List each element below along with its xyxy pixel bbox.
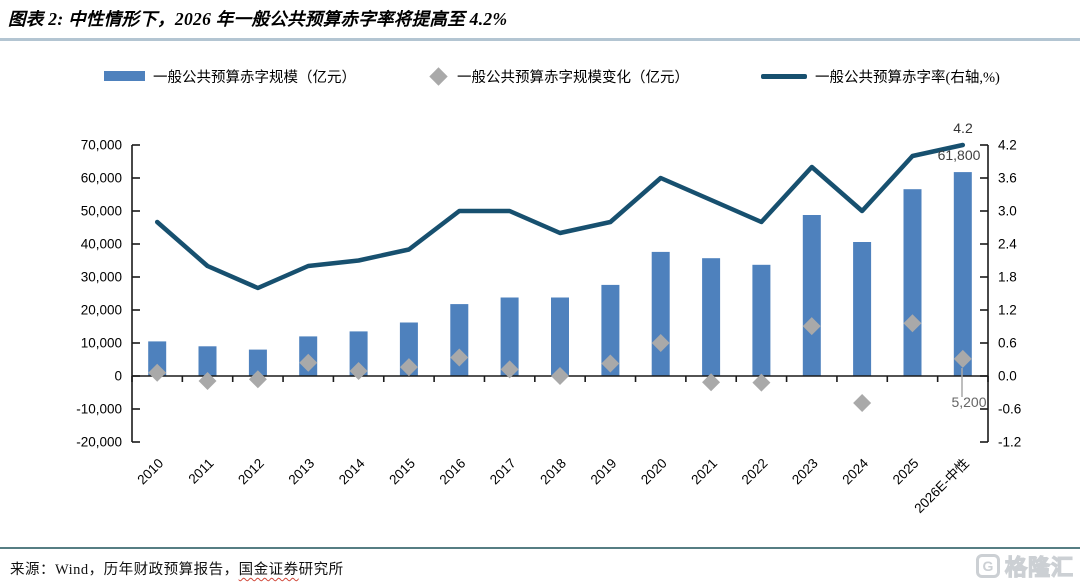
diamond-marker (651, 334, 670, 352)
x-axis-category-label: 2026E-中性 (911, 456, 971, 516)
right-axis-tick-label: 1.2 (998, 303, 1017, 318)
x-axis-category-label: 2025 (890, 456, 922, 488)
diamond-marker (601, 354, 620, 373)
legend-label: 一般公共预算赤字规模（亿元） (153, 69, 356, 86)
left-axis-tick-label: 30,000 (81, 270, 122, 285)
bar (651, 251, 670, 376)
x-axis-category-label: 2019 (588, 456, 620, 488)
line-swatch-icon (761, 73, 807, 79)
annotations: 4.2 61,800 5,200 (938, 120, 987, 410)
bar-swatch-icon (104, 71, 145, 81)
bar (551, 297, 569, 376)
left-axis-tick-label: 50,000 (81, 204, 122, 219)
data-label: 5,200 (951, 394, 986, 410)
diamond-marker (349, 362, 368, 381)
right-axis-tick-label: 4.2 (998, 138, 1017, 153)
bar (752, 264, 771, 376)
deficit-ratio-line (154, 142, 966, 291)
diamond-marker (551, 367, 569, 385)
x-axis-category-label: 2015 (386, 456, 418, 488)
diamond-marker (702, 373, 721, 392)
x-axis-category-label: 2012 (235, 456, 267, 488)
diamond-marker (450, 348, 469, 367)
x-axis-category-label: 2021 (688, 456, 720, 488)
left-axis-tick-label: 60,000 (81, 171, 122, 186)
left-axis-tick-label: 20,000 (81, 303, 122, 318)
bar-series (148, 172, 972, 376)
right-axis-tick-label: 3.0 (998, 204, 1017, 219)
footer-divider (0, 547, 1080, 549)
diamond-marker (248, 370, 267, 389)
right-axis-tick-label: 0.6 (998, 336, 1017, 351)
x-axis-category-label: 2011 (186, 456, 217, 487)
right-axis-tick-label: 3.6 (998, 171, 1017, 186)
x-axis-category-label: 2016 (437, 456, 469, 488)
data-label: 61,800 (938, 147, 981, 163)
bar (601, 284, 620, 376)
diamond-marker (953, 349, 972, 368)
page-title: 图表 2: 中性情形下，2026 年一般公共预算赤字率将提高至 4.2% (8, 9, 508, 29)
bar (248, 349, 267, 376)
legend-item-deficit-ratio: 一般公共预算赤字率(右轴,%) (761, 65, 1000, 87)
change-diamond-series (148, 314, 972, 413)
diamond-marker (903, 314, 922, 333)
left-axis-tick-label: -20,000 (76, 435, 122, 450)
bar (198, 346, 217, 376)
legend-item-deficit-change: 一般公共预算赤字规模变化（亿元） (428, 65, 689, 87)
bar (953, 172, 972, 376)
diamond-marker (802, 317, 821, 336)
watermark-text: 格隆汇 (1004, 554, 1074, 580)
x-axis-category-label: 2014 (336, 455, 368, 487)
legend-label: 一般公共预算赤字规模变化（亿元） (457, 69, 689, 86)
right-axis-tick-label: 0.0 (998, 369, 1017, 384)
spellcheck-underline: 国金证券 (238, 562, 299, 578)
bar (802, 215, 821, 376)
x-axis-category-label: 2017 (487, 456, 519, 488)
right-axis-tick-label: -1.2 (998, 435, 1021, 450)
diamond-marker (853, 394, 872, 413)
right-axis-tick-label: -0.6 (998, 402, 1021, 417)
diamond-marker (399, 358, 418, 377)
x-axis-category-label: 2020 (638, 456, 670, 488)
title-divider (0, 38, 1080, 41)
right-axis-tick-label: 2.4 (998, 237, 1017, 252)
left-axis-tick-label: -10,000 (76, 402, 122, 417)
diamond-marker (299, 353, 318, 372)
x-axis-category-label: 2022 (739, 456, 771, 488)
x-axis-category-label: 2023 (789, 456, 821, 488)
source-text: 来源：Wind，历年财政预算报告，国金证券研究所 (10, 562, 344, 578)
gelonghui-watermark: G 格隆汇 (975, 550, 1074, 582)
left-axis-tick-label: 40,000 (81, 237, 122, 252)
left-axis-tick-label: 70,000 (81, 138, 122, 153)
x-axis-category-label: 2010 (134, 456, 166, 488)
left-axis-tick-label: 0 (114, 369, 122, 384)
bar (349, 331, 368, 376)
right-axis-tick-label: 1.8 (998, 270, 1017, 285)
gelonghui-logo-icon: G (975, 554, 1000, 578)
bar (702, 258, 721, 376)
bar (853, 242, 872, 376)
bar (148, 341, 167, 376)
legend-item-deficit-scale: 一般公共预算赤字规模（亿元） (104, 65, 356, 87)
diamond-marker (500, 360, 519, 379)
diamond-marker (148, 363, 167, 382)
left-axis-tick-label: 10,000 (81, 336, 122, 351)
legend-label: 一般公共预算赤字率(右轴,%) (815, 69, 1000, 86)
x-axis-category-label: 2018 (537, 456, 569, 488)
diamond-marker (198, 371, 217, 390)
diamond-marker (752, 373, 771, 392)
bar (500, 297, 519, 376)
x-axis-category-label: 2024 (839, 455, 871, 487)
bar (903, 189, 922, 376)
data-label: 4.2 (953, 120, 973, 136)
x-axis-category-label: 2013 (286, 456, 318, 488)
